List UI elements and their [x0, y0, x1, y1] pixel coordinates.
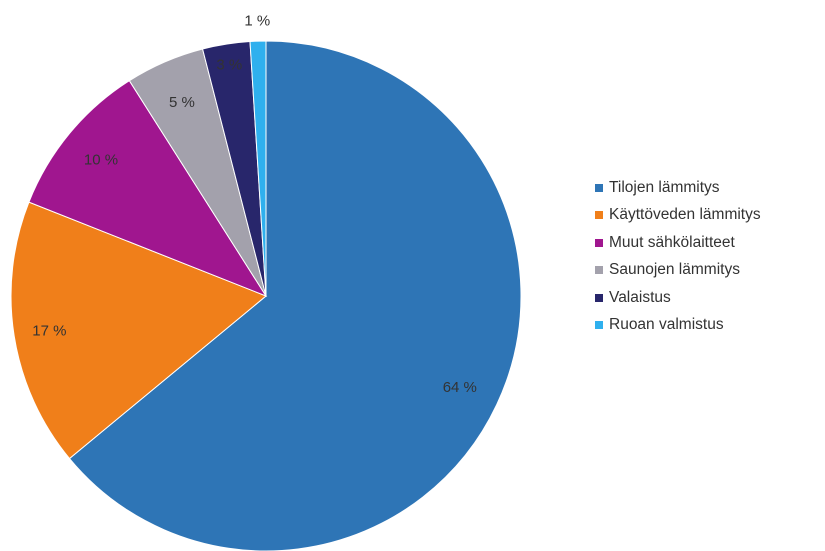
- legend-label: Käyttöveden lämmitys: [609, 206, 761, 224]
- legend-item: Tilojen lämmitys: [595, 174, 761, 202]
- pie-slice: [28, 80, 268, 298]
- legend: Tilojen lämmitys Käyttöveden lämmitys Muut…: [595, 174, 761, 339]
- slice-value-label: 5 %: [169, 94, 195, 111]
- pie-slice: [249, 40, 267, 297]
- legend-label: Muut sähkölaitteet: [609, 233, 735, 251]
- slice-value-label: 3 %: [216, 56, 242, 73]
- legend-item: Ruoan valmistus: [595, 312, 761, 340]
- slice-value-label: 64 %: [443, 379, 477, 396]
- pie-slice: [68, 40, 522, 551]
- legend-swatch: [595, 183, 603, 192]
- legend-item: Käyttöveden lämmitys: [595, 202, 761, 230]
- legend-item: Saunojen lämmitys: [595, 257, 761, 285]
- legend-swatch: [595, 238, 603, 247]
- slice-value-label: 10 %: [84, 152, 118, 169]
- legend-label: Ruoan valmistus: [609, 316, 724, 334]
- slice-value-label: 1 %: [244, 13, 270, 30]
- legend-swatch: [595, 321, 603, 330]
- legend-swatch: [595, 266, 603, 275]
- pie-slice: [10, 201, 267, 460]
- legend-item: Muut sähkölaitteet: [595, 229, 761, 257]
- legend-label: Tilojen lämmitys: [609, 178, 720, 196]
- legend-label: Valaistus: [609, 288, 671, 306]
- legend-swatch: [595, 211, 603, 220]
- legend-label: Saunojen lämmitys: [609, 261, 740, 279]
- slice-value-label: 17 %: [32, 322, 66, 339]
- legend-swatch: [595, 293, 603, 302]
- legend-item: Valaistus: [595, 284, 761, 312]
